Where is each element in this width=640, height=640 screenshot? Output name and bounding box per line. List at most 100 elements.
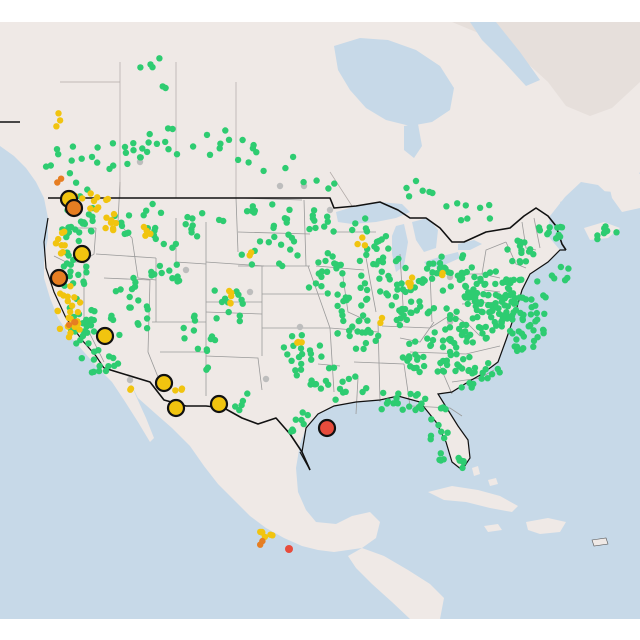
good-marker	[363, 286, 371, 294]
good-marker	[90, 316, 98, 324]
good-marker	[378, 268, 385, 275]
good-marker	[265, 239, 272, 246]
good-marker	[454, 200, 461, 207]
good-marker	[332, 396, 339, 403]
map-view[interactable]	[0, 22, 640, 619]
good-marker	[407, 363, 414, 370]
good-marker	[468, 264, 475, 271]
good-marker	[173, 151, 181, 158]
good-marker	[289, 153, 297, 161]
good-marker	[362, 329, 369, 336]
good-marker	[109, 140, 117, 147]
highlighted-markers[interactable]	[49, 189, 337, 438]
good-marker	[420, 353, 427, 361]
good-marker	[513, 336, 520, 343]
good-marker	[395, 255, 402, 262]
highlighted-unhealthy-sensitive-marker[interactable]	[64, 198, 84, 218]
good-marker	[322, 257, 329, 265]
good-marker	[66, 170, 74, 177]
good-marker	[283, 216, 291, 223]
good-marker	[357, 284, 364, 291]
moderate-marker	[57, 250, 65, 257]
good-marker	[91, 348, 98, 355]
hudson-bay	[334, 38, 454, 126]
good-marker	[279, 262, 286, 270]
good-marker	[413, 364, 420, 371]
good-marker	[516, 242, 524, 250]
unhealthy-sensitive-markers	[54, 175, 266, 548]
good-marker	[530, 327, 537, 334]
good-marker	[333, 261, 340, 268]
good-marker	[118, 219, 125, 226]
good-marker	[455, 454, 462, 462]
moderate-marker	[65, 333, 73, 341]
highlighted-unhealthy-sensitive-marker[interactable]	[49, 268, 69, 288]
good-marker	[236, 406, 243, 414]
moderate-marker	[127, 386, 134, 393]
good-marker	[188, 229, 195, 236]
good-marker	[184, 213, 191, 221]
good-marker	[453, 344, 460, 351]
good-marker	[349, 226, 356, 234]
moderate-marker	[142, 232, 149, 239]
good-marker	[403, 184, 410, 192]
good-marker	[125, 212, 133, 219]
good-marker	[518, 249, 525, 257]
good-marker	[334, 291, 341, 298]
good-marker	[422, 395, 429, 402]
good-marker	[143, 315, 151, 322]
good-marker	[447, 283, 454, 290]
highlighted-unhealthy-marker[interactable]	[317, 418, 337, 438]
map-canvas[interactable]	[0, 22, 640, 619]
good-marker	[162, 138, 169, 146]
good-marker	[392, 293, 400, 300]
highlighted-moderate-marker[interactable]	[154, 373, 174, 393]
moderate-marker	[53, 123, 60, 130]
good-marker	[385, 245, 392, 252]
good-marker	[318, 353, 325, 360]
good-marker	[60, 263, 68, 270]
good-marker	[362, 339, 370, 347]
good-marker	[443, 203, 450, 210]
good-marker	[420, 362, 428, 370]
moderate-marker	[405, 279, 412, 287]
good-marker	[352, 220, 359, 227]
good-marker	[426, 308, 433, 315]
moderate-marker	[103, 196, 110, 204]
good-marker	[504, 303, 512, 310]
moderate-marker	[64, 293, 71, 300]
good-marker	[482, 366, 489, 373]
arctic-channel	[470, 22, 540, 86]
unhealthy-sensitive-marker	[65, 321, 73, 329]
good-marker	[486, 201, 493, 209]
good-marker	[312, 280, 320, 287]
moderate-marker	[60, 228, 68, 235]
highlighted-moderate-marker[interactable]	[166, 398, 186, 418]
good-marker	[139, 145, 146, 152]
good-marker	[471, 369, 478, 376]
good-marker	[182, 221, 189, 228]
good-marker	[334, 302, 341, 310]
moderate-marker	[65, 314, 72, 321]
good-marker	[143, 325, 151, 332]
good-marker	[165, 146, 172, 153]
highlighted-moderate-marker[interactable]	[72, 244, 92, 264]
good-marker	[557, 223, 564, 231]
good-marker	[309, 212, 316, 219]
good-marker	[88, 306, 95, 314]
good-marker	[331, 180, 338, 187]
good-marker	[388, 302, 395, 309]
moderate-marker	[377, 319, 384, 327]
good-marker	[208, 333, 216, 340]
good-marker	[495, 305, 502, 312]
good-marker	[362, 215, 369, 222]
good-marker	[306, 225, 313, 233]
good-marker	[174, 278, 181, 285]
moderate-marker	[79, 195, 86, 202]
highlighted-moderate-marker[interactable]	[95, 326, 115, 346]
good-marker	[318, 273, 325, 280]
highlighted-moderate-marker[interactable]	[209, 394, 229, 414]
good-marker	[396, 321, 404, 329]
good-marker	[83, 316, 90, 323]
good-marker	[75, 271, 82, 278]
